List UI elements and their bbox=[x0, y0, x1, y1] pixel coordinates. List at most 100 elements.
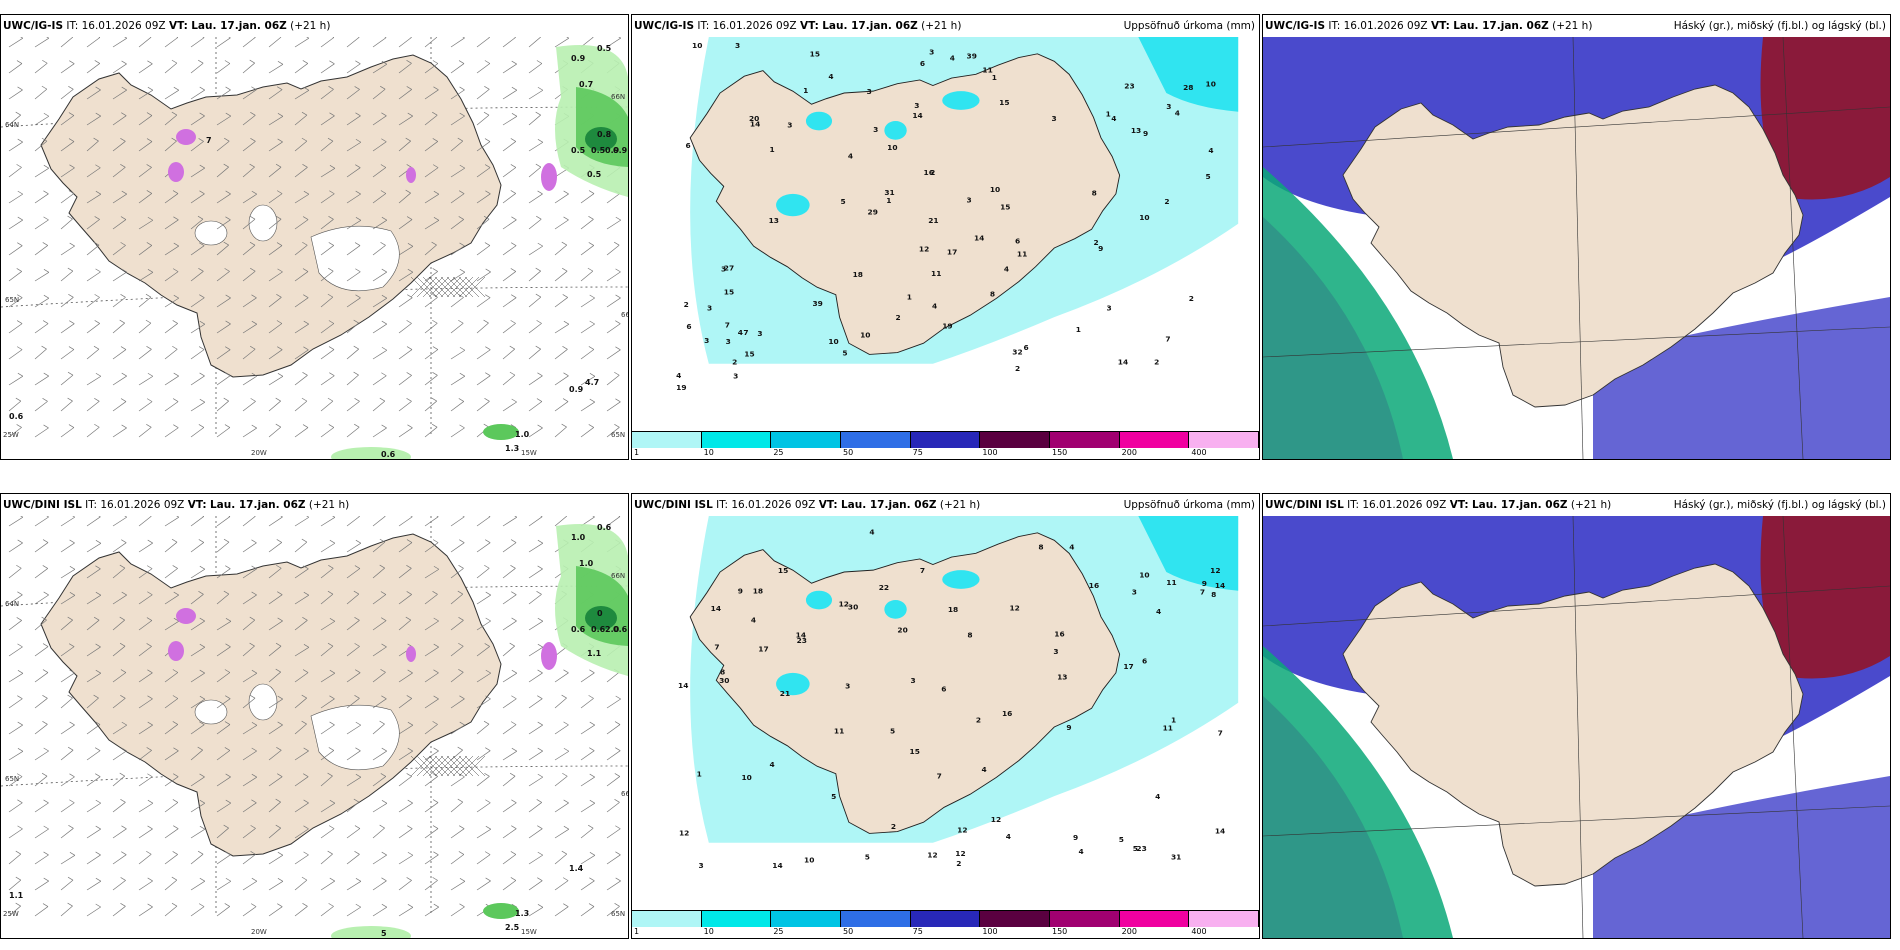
graticule-label: 20W bbox=[251, 928, 267, 936]
precip-label: 0.6 bbox=[597, 523, 612, 532]
precip-label: 0.9 bbox=[571, 54, 586, 63]
precip-amount-label: 15 bbox=[778, 566, 788, 575]
precip-amount-label: 28 bbox=[1183, 83, 1193, 92]
precip-amount-label: 20 bbox=[897, 626, 907, 635]
precip-amount-label: 31 bbox=[1171, 853, 1181, 862]
valid-prefix: VT: bbox=[1430, 20, 1450, 32]
precip-amount-label: 12 bbox=[679, 828, 689, 837]
precip-amount-label: 7 bbox=[937, 771, 942, 780]
legend-label: 10 bbox=[703, 927, 714, 936]
precip-amount-label: 4 bbox=[1175, 108, 1180, 117]
accum-precip-map: 2121212923121415182177846153016231712221… bbox=[652, 516, 1239, 884]
graticule-label: 66N bbox=[611, 572, 625, 580]
precip-amount-label: 7 bbox=[743, 328, 748, 337]
precip-amount-label: 16 bbox=[1054, 629, 1064, 638]
precip-amount-label: 13 bbox=[1057, 672, 1067, 681]
legend-label: 50 bbox=[843, 927, 854, 936]
precip-label: 0.9 bbox=[569, 385, 584, 394]
precip-amount-label: 14 bbox=[711, 604, 721, 613]
valid-time: Lau. 17.jan. 06Z bbox=[840, 499, 937, 511]
legend-swatch bbox=[1119, 432, 1190, 448]
precip-amount-label: 3 bbox=[735, 41, 740, 50]
precip-amount-label: 3 bbox=[726, 337, 731, 346]
precip-label: 1.4 bbox=[569, 864, 584, 873]
precip-label: 1.1 bbox=[9, 891, 24, 900]
legend-labels: 1 10 25 50 75 100 150 200 400 bbox=[632, 447, 1259, 459]
cloud-cover-map bbox=[1263, 516, 1890, 938]
legend-swatch bbox=[1050, 911, 1120, 927]
precip-amount-label: 3 bbox=[1053, 647, 1058, 656]
precip-amount-label: 3 bbox=[845, 682, 850, 691]
precip-amount-label: 17 bbox=[1123, 662, 1133, 671]
precip-label: 2.5 bbox=[505, 923, 520, 932]
precip-amount-label: 11 bbox=[834, 727, 844, 736]
precip-amount-label: 5 bbox=[1133, 844, 1138, 853]
precip-amount-label: 5 bbox=[840, 197, 845, 206]
legend-label: 200 bbox=[1121, 448, 1137, 457]
precip-amount-label: 10 bbox=[692, 41, 702, 50]
precip-label: 1.0 bbox=[571, 533, 586, 542]
precip-amount-label: 12 bbox=[957, 826, 967, 835]
precip-label: 2.0 bbox=[605, 625, 620, 634]
precip-amount-label: 7 bbox=[920, 566, 925, 575]
legend-swatch bbox=[701, 432, 772, 448]
precip-amount-label: 6 bbox=[685, 141, 690, 150]
precip-amount-label: 4 bbox=[676, 371, 681, 380]
panel-accum-top: UWC/IG-IS IT: 16.01.2026 09Z VT: Lau. 17… bbox=[631, 14, 1260, 460]
precip-amount-label: 30 bbox=[848, 602, 858, 611]
precip-amount-label: 4 bbox=[1006, 832, 1011, 841]
legend-label: 75 bbox=[912, 927, 923, 936]
panel-wind-bottom: UWC/DINI ISL IT: 16.01.2026 09Z VT: Lau.… bbox=[0, 493, 629, 939]
precip-amount-label: 7 bbox=[1165, 334, 1170, 343]
precip-amount-label: 1 bbox=[886, 196, 891, 205]
legend-swatch bbox=[910, 911, 981, 927]
legend-swatch bbox=[771, 911, 842, 927]
valid-prefix: VT: bbox=[168, 20, 188, 32]
precip-amount-label: 14 bbox=[1215, 581, 1225, 590]
precip-amount-label: 5 bbox=[1206, 172, 1211, 181]
precip-amount-label: 3 bbox=[873, 125, 878, 134]
precip-amount-label: 11 bbox=[982, 65, 992, 74]
precip-amount-label: 2 bbox=[732, 358, 737, 367]
legend-swatch bbox=[1189, 432, 1259, 448]
panel-accum-bottom: UWC/DINI ISL IT: 16.01.2026 09Z VT: Lau.… bbox=[631, 493, 1260, 939]
legend-label: 100 bbox=[982, 448, 998, 457]
precip-amount-label: 8 bbox=[1092, 189, 1097, 198]
precip-amount-label: 4 bbox=[848, 151, 853, 160]
precip-amount-label: 15 bbox=[999, 98, 1009, 107]
legend-swatch bbox=[910, 432, 981, 448]
precip-amount-label: 4 bbox=[828, 72, 833, 81]
precip-amount-label: 2 bbox=[896, 313, 901, 322]
init-time: IT: 16.01.2026 09Z bbox=[1347, 499, 1447, 511]
legend-label: 75 bbox=[912, 448, 923, 457]
precip-amount-label: 9 bbox=[1098, 244, 1103, 253]
precip-amount-label: 3 bbox=[929, 48, 934, 57]
legend-swatch bbox=[841, 911, 911, 927]
precip-amount-label: 21 bbox=[928, 216, 938, 225]
panel-title-right: Uppsöfnuð úrkoma (mm) bbox=[1123, 499, 1255, 511]
precip-amount-label: 21 bbox=[780, 689, 790, 698]
precip-amount-label: 12 bbox=[839, 600, 849, 609]
precip-label: 1.3 bbox=[515, 909, 529, 918]
graticule-label: 66N bbox=[621, 311, 628, 319]
precip-amount-label: 1 bbox=[1106, 109, 1111, 118]
precip-label: 0.6 bbox=[571, 625, 586, 634]
wind-precip-map: 0.50.90.70.80.5 0.5 0.90.90.50.60.91.01.30… bbox=[1, 37, 628, 459]
precip-amount-label: 2 bbox=[1164, 197, 1169, 206]
graticule-label: 15W bbox=[521, 928, 537, 936]
precip-label: 0.8 bbox=[597, 130, 612, 139]
panel-header: UWC/DINI ISL IT: 16.01.2026 09Z VT: Lau.… bbox=[1, 494, 628, 516]
legend-label: 25 bbox=[773, 448, 784, 457]
precip-amount-label: 15 bbox=[910, 747, 920, 756]
panel-title-right: Háský (gr.), miðský (fj.bl.) og lágský (… bbox=[1673, 20, 1886, 32]
precip-amount-label: 15 bbox=[744, 349, 754, 358]
precip-amount-label: 7 bbox=[1218, 728, 1223, 737]
precip-label: 0.5 bbox=[587, 170, 602, 179]
precip-amount-label: 18 bbox=[753, 586, 763, 595]
precip-amount-label: 9 bbox=[738, 586, 743, 595]
precip-amount-label: 3 bbox=[914, 101, 919, 110]
legend-label: 25 bbox=[773, 927, 784, 936]
precip-amount-label: 11 bbox=[1166, 578, 1176, 587]
precip-amount-label: 14 bbox=[678, 681, 688, 690]
